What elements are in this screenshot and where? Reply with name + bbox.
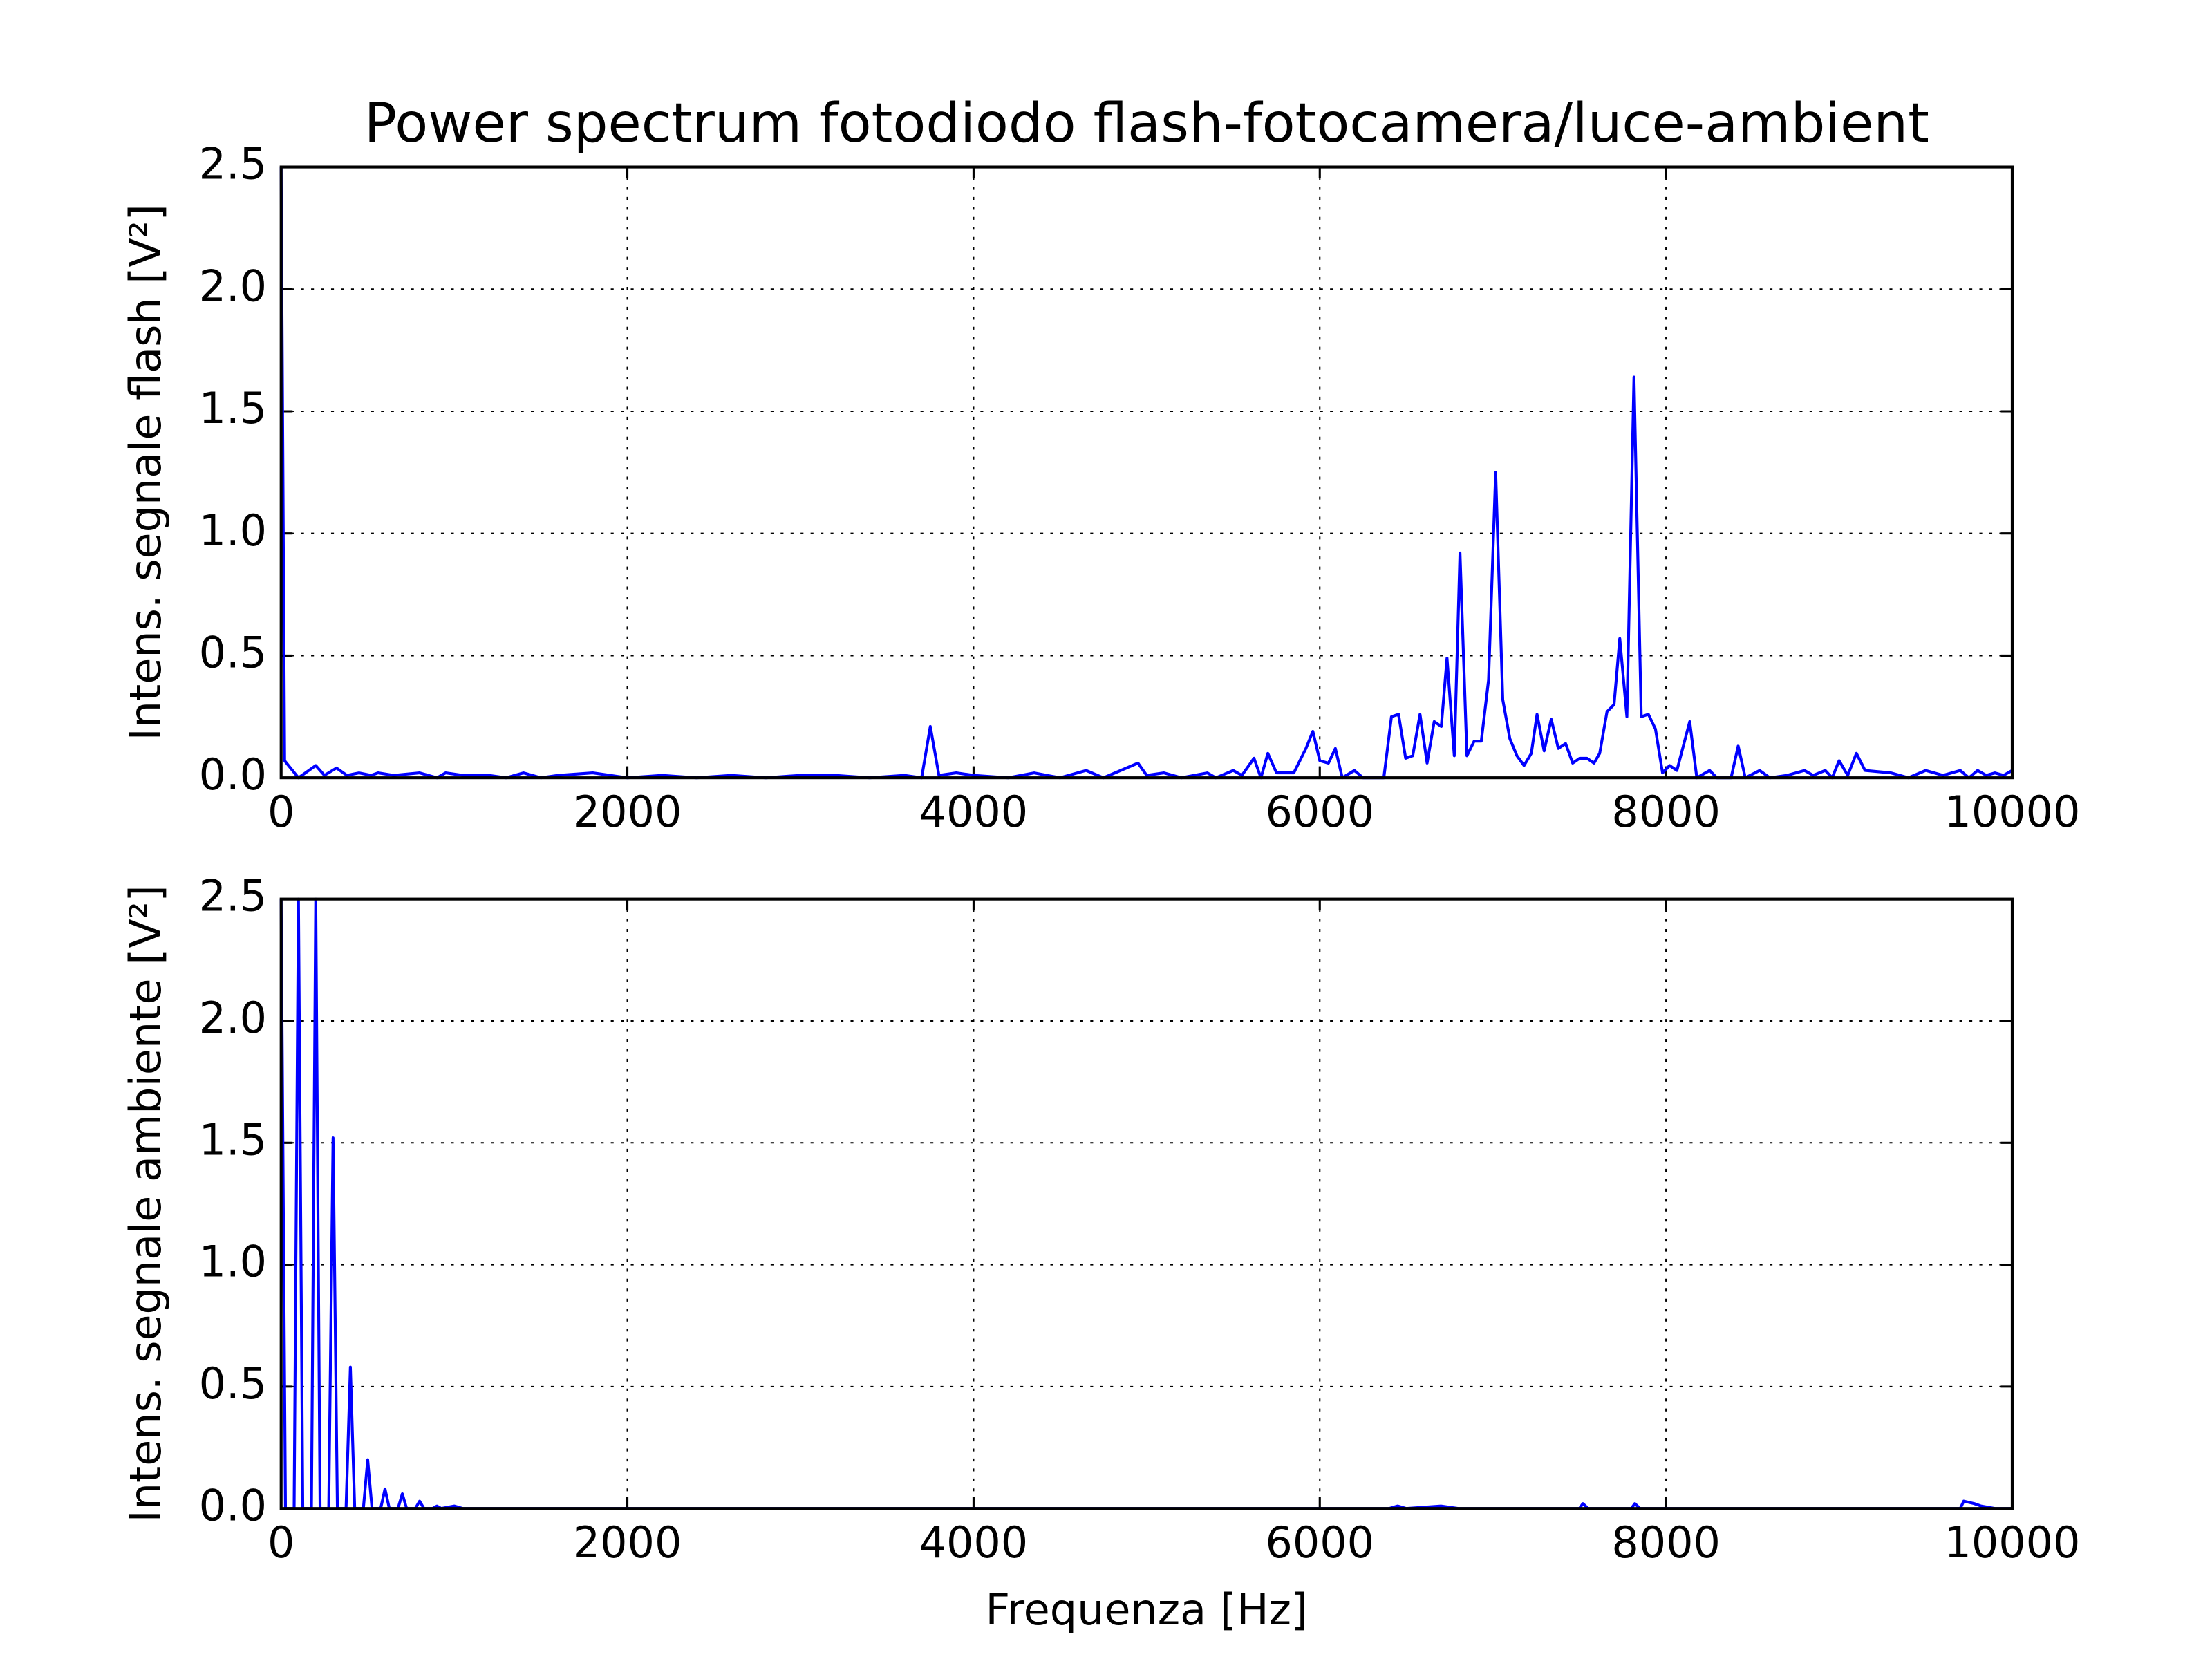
plot-frame [279,165,2014,780]
x-axis-label: Frequenza [Hz] [985,1585,1308,1635]
y-tick-label: 2.5 [199,872,267,921]
plot-frame [279,897,2014,1510]
y-tick-label: 1.0 [199,506,267,556]
y-tick-label: 0.0 [199,750,267,800]
x-tick-label: 2000 [573,1518,682,1568]
x-tick-label: 10000 [1944,787,2080,837]
data-line [279,897,2012,1510]
data-line [279,167,2013,780]
y-tick-label: 1.5 [199,384,267,433]
y-tick-label: 2.5 [199,140,267,189]
x-tick-label: 4000 [919,1518,1029,1568]
y-tick-label: 2.0 [199,261,267,311]
y-tick-label: 1.0 [199,1237,267,1287]
y-axis-label: Intens. segnale ambiente [V²] [121,885,171,1522]
chart-title: Power spectrum fotodiodo flash-fotocamer… [364,91,1929,155]
x-tick-label: 8000 [1611,1518,1721,1568]
y-tick-label: 2.0 [199,993,267,1043]
x-tick-label: 6000 [1265,1518,1374,1568]
y-axis-label: Intens. segnale flash [V²] [121,204,171,740]
x-tick-label: 8000 [1611,787,1721,837]
y-tick-label: 0.0 [199,1481,267,1530]
x-tick-label: 4000 [919,787,1029,837]
x-tick-label: 0 [268,787,294,837]
y-tick-label: 0.5 [199,1359,267,1409]
x-tick-label: 0 [268,1518,294,1568]
x-tick-label: 10000 [1944,1518,2080,1568]
x-tick-label: 6000 [1265,787,1374,837]
y-tick-label: 0.5 [199,628,267,678]
y-tick-label: 1.5 [199,1115,267,1165]
x-tick-label: 2000 [573,787,682,837]
